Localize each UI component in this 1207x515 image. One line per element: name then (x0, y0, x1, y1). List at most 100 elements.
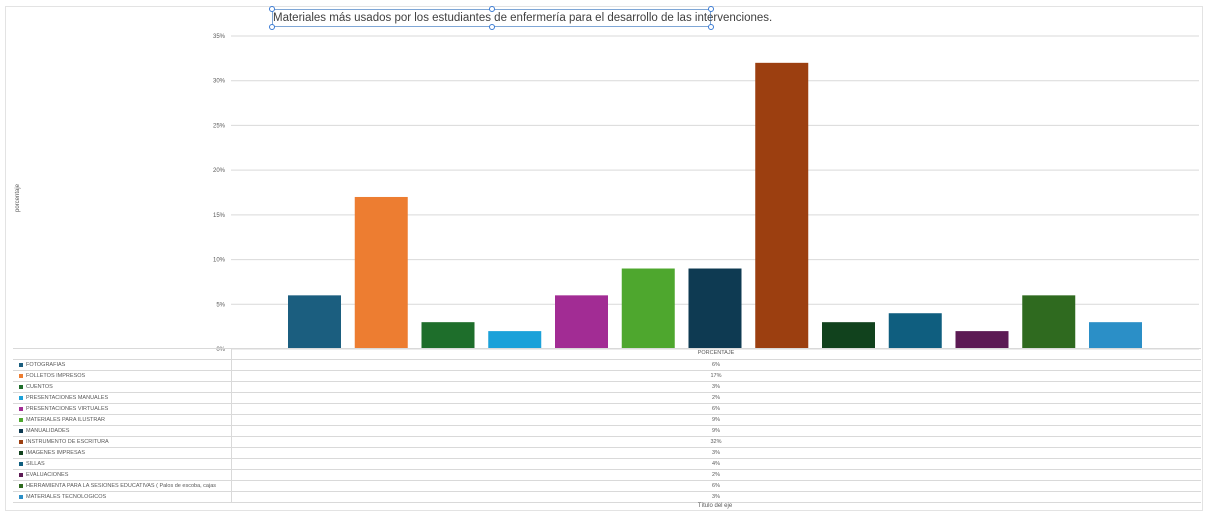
bar[interactable] (822, 322, 875, 349)
table-row: PRESENTACIONES VIRTUALES 6% (13, 403, 1201, 414)
table-row: HERRAMIENTA PARA LA SESIONES EDUCATIVAS … (13, 480, 1201, 491)
bar[interactable] (354, 196, 408, 349)
legend-entry: HERRAMIENTA PARA LA SESIONES EDUCATIVAS … (19, 483, 216, 489)
legend-swatch (19, 450, 23, 455)
legend-entry: EVALUACIONES (19, 472, 68, 478)
legend-entry: PRESENTACIONES VIRTUALES (19, 406, 108, 412)
value-label: 6% (712, 406, 720, 412)
table-row: FOLLETOS IMPRESOS 17% (13, 370, 1201, 381)
chart-title-text: Materiales más usados por los estudiante… (273, 12, 773, 24)
title-resize-handle-tr[interactable] (708, 6, 714, 12)
bar[interactable] (288, 295, 341, 349)
value-label: 3% (712, 384, 720, 390)
table-column-divider (231, 348, 232, 502)
y-axis-title-wrap: porcentaje (8, 150, 28, 250)
value-label: 32% (710, 439, 722, 445)
series-header: PORCENTAJE (697, 350, 735, 356)
legend-swatch (19, 439, 23, 444)
value-label: 2% (712, 395, 720, 401)
table-header-row: PORCENTAJE (13, 348, 1201, 359)
table-row: IMAGENES IMPRESAS 3% (13, 447, 1201, 458)
bar[interactable] (488, 331, 542, 349)
legend-swatch (19, 472, 23, 477)
y-axis-title: porcentaje (15, 183, 21, 213)
bar[interactable] (555, 295, 608, 349)
table-row: FOTOGRAFIAS 6% (13, 359, 1201, 370)
legend-entry: PRESENTACIONES MANUALES (19, 395, 108, 401)
title-resize-handle-bm[interactable] (489, 24, 495, 30)
table-row: EVALUACIONES 2% (13, 469, 1201, 480)
legend-entry: INSTRUMENTO DE ESCRITURA (19, 439, 109, 445)
category-label: MATERIALES PARA ILUSTRAR (26, 417, 105, 423)
legend-entry: IMAGENES IMPRESAS (19, 450, 85, 456)
category-label: INSTRUMENTO DE ESCRITURA (26, 439, 109, 445)
category-label: EVALUACIONES (26, 472, 69, 478)
y-tick-label: 20% (213, 168, 226, 174)
legend-swatch (19, 362, 23, 367)
category-label: PRESENTACIONES VIRTUALES (26, 406, 109, 412)
table-row: INSTRUMENTO DE ESCRITURA 32% (13, 436, 1201, 447)
bar[interactable] (755, 62, 809, 349)
x-axis-title: Título del eje (697, 503, 733, 509)
title-resize-handle-br[interactable] (708, 24, 714, 30)
y-tick-label: 30% (213, 79, 226, 85)
value-label: 6% (712, 483, 720, 489)
chart-frame (5, 6, 1203, 511)
bar[interactable] (421, 322, 475, 349)
legend-entry: FOLLETOS IMPRESOS (19, 373, 85, 379)
bar[interactable] (621, 268, 675, 349)
category-label: IMAGENES IMPRESAS (26, 450, 85, 456)
table-row: PRESENTACIONES MANUALES 2% (13, 392, 1201, 403)
legend-swatch (19, 384, 23, 389)
category-label: MATERIALES TECNOLOGICOS (26, 494, 107, 500)
category-label: FOTOGRAFIAS (26, 362, 66, 368)
value-label: 3% (712, 450, 720, 456)
legend-entry: MATERIALES PARA ILUSTRAR (19, 417, 105, 423)
title-resize-handle-tm[interactable] (489, 6, 495, 12)
legend-swatch (19, 483, 23, 488)
legend-entry: MATERIALES TECNOLOGICOS (19, 494, 106, 500)
title-resize-handle-tl[interactable] (269, 6, 275, 12)
table-row: SILLAS 4% (13, 458, 1201, 469)
value-label: 2% (712, 472, 720, 478)
table-row: MATERIALES TECNOLOGICOS 3% (13, 491, 1201, 502)
value-label: 3% (712, 494, 720, 500)
value-label: 9% (712, 428, 720, 434)
bar[interactable] (688, 268, 742, 349)
value-label: 17% (710, 373, 722, 379)
legend-swatch (19, 494, 23, 499)
y-tick-label: 0% (216, 347, 225, 353)
legend-swatch (19, 417, 23, 422)
category-label: PRESENTACIONES MANUALES (26, 395, 109, 401)
legend-entry: FOTOGRAFIAS (19, 362, 65, 368)
bar[interactable] (955, 331, 1009, 349)
legend-swatch (19, 428, 23, 433)
y-tick-label: 35% (213, 34, 226, 40)
legend-swatch (19, 461, 23, 466)
y-tick-label: 5% (216, 302, 225, 308)
category-label: CUENTOS (26, 384, 53, 390)
legend-entry: CUENTOS (19, 384, 53, 390)
bar[interactable] (888, 313, 942, 349)
value-label: 6% (712, 362, 720, 368)
bar[interactable] (1022, 295, 1076, 349)
category-label: SILLAS (26, 461, 45, 467)
category-label: MANUALIDADES (26, 428, 70, 434)
legend-swatch (19, 373, 23, 378)
y-tick-label: 10% (213, 258, 226, 264)
table-row: CUENTOS 3% (13, 381, 1201, 392)
y-tick-label: 25% (213, 123, 226, 129)
legend-entry: MANUALIDADES (19, 428, 69, 434)
legend-swatch (19, 406, 23, 411)
table-bottom-border (13, 502, 1201, 503)
legend-swatch (19, 395, 23, 400)
bar[interactable] (1089, 322, 1142, 349)
category-label: FOLLETOS IMPRESOS (26, 373, 86, 379)
value-label: 9% (712, 417, 720, 423)
title-resize-handle-bl[interactable] (269, 24, 275, 30)
value-label: 4% (712, 461, 720, 467)
y-tick-label: 15% (213, 213, 226, 219)
legend-entry: SILLAS (19, 461, 45, 467)
